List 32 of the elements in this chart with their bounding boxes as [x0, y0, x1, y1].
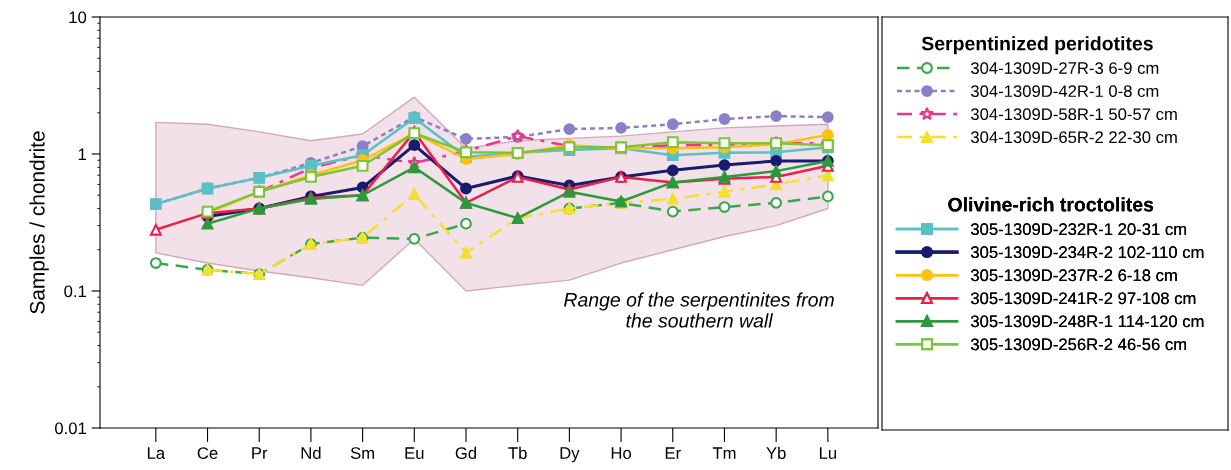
x-tick-label: Gd	[455, 446, 477, 459]
x-tick-label: La	[147, 447, 166, 459]
x-tick-label: Ce	[197, 447, 218, 459]
legend-label: 305-1309D-232R-1 20-31 cm	[970, 223, 1187, 236]
x-tick-label: Ho	[611, 447, 632, 459]
y-tick-label: 1	[78, 148, 86, 161]
text: Serpentinized peridotites	[921, 36, 1153, 55]
legend-label: 304-1309D-65R-2 22-30 cm	[970, 131, 1177, 144]
x-tick-label: Nd	[301, 446, 321, 459]
legend-label: 305-1309D-241R-2 97-108 cm	[970, 292, 1196, 305]
legend-label: 305-1309D-248R-1 114-120 cm	[970, 315, 1204, 328]
y-tick-label: 0.1	[64, 285, 86, 298]
x-tick-label: Tb	[508, 446, 527, 459]
legend-label: 304-1309D-58R-1 50-57 cm	[970, 108, 1177, 121]
x-tick-label: Dy	[560, 447, 580, 463]
x-tick-label: Er	[665, 447, 681, 459]
legend-label: 304-1309D-42R-1 0-8 cm	[970, 85, 1159, 98]
legend-label: 305-1309D-256R-2 46-56 cm	[970, 338, 1187, 351]
legend-label: 305-1309D-237R-2 6-18 cm	[970, 269, 1177, 282]
x-tick-label: Eu	[405, 447, 424, 459]
x-tick-label: Tm	[712, 447, 736, 459]
text: Olivine-rich troctolites	[948, 197, 1154, 212]
x-tick-label: Pr	[252, 447, 268, 459]
y-tick-label: 10	[69, 11, 87, 24]
x-tick-label: Yb	[766, 446, 786, 459]
legend-label: 304-1309D-27R-3 6-9 cm	[970, 62, 1159, 74]
legend-label: 305-1309D-234R-2 102-110 cm	[970, 246, 1204, 259]
y-tick-label: 0.01	[55, 422, 86, 435]
x-tick-label: Sm	[350, 447, 375, 459]
annotation: Range of the serpentinites from the southern wall	[564, 292, 834, 328]
y-axis-title: Samples / chondrite	[29, 131, 49, 314]
x-tick-label: Lu	[819, 447, 837, 459]
